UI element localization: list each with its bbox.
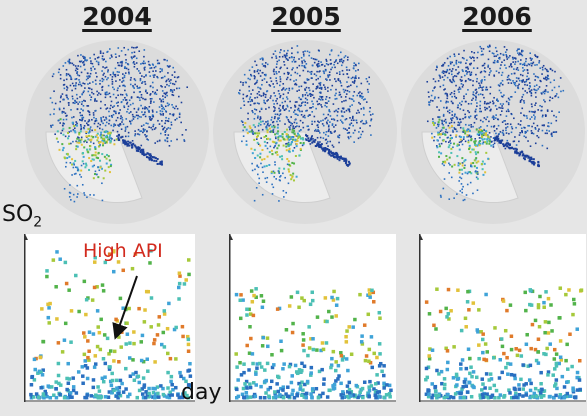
radial-sector [45,131,143,204]
radial-plot-2005 [210,36,400,228]
scatter-plot-2005 [229,234,396,402]
scatter-y-axis-arrow [25,234,28,240]
radial-svg-2005 [213,40,397,224]
scatter-svg-2006 [420,234,586,402]
scatter-points [234,287,393,400]
x-axis-label: day [181,380,222,405]
scatter-points [29,249,193,400]
panel-title-2004: 2004 [82,2,152,31]
scatter-plot-2004 [24,234,195,402]
panel-title-2006: 2006 [462,2,532,31]
radial-plot-2004 [22,36,212,228]
scatter-svg-2005 [230,234,396,402]
scatter-y-axis-arrow [230,234,233,240]
radial-points [49,46,189,203]
annotation-high-api: High API [83,240,163,262]
y-axis-label: SO2 [2,202,42,230]
scatter-plot-2006 [419,234,586,402]
scatter-y-axis-arrow [420,234,423,240]
scatter-points [424,286,584,400]
radial-svg-2006 [401,40,585,224]
radial-points [237,45,374,202]
radial-points [426,44,565,202]
radial-sector [421,131,519,204]
radial-sector [233,131,331,204]
scatter-svg-2004 [25,234,195,402]
radial-plot-2006 [398,36,587,228]
y-axis-label-main: SO [2,202,34,227]
radial-svg-2004 [25,40,209,224]
panel-title-2005: 2005 [271,2,341,31]
y-axis-label-subscript: 2 [33,214,43,231]
